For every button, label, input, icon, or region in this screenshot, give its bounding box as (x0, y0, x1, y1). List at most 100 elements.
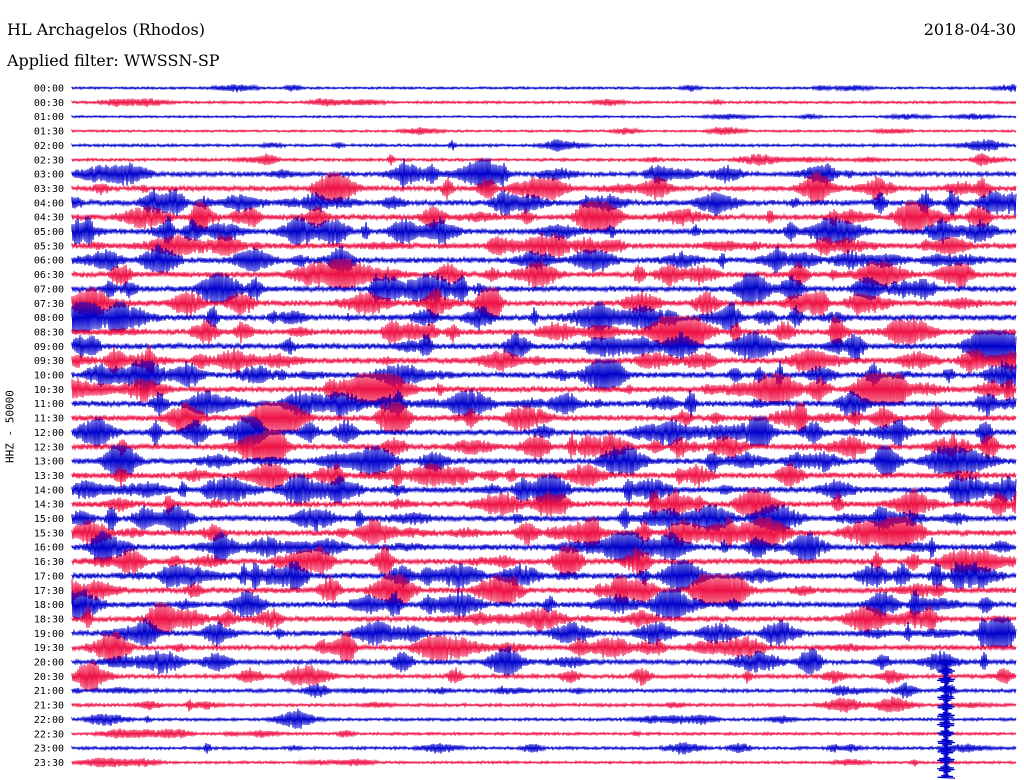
station-title: HL Archagelos (Rhodos) (7, 20, 205, 39)
time-tick-label: 12:00 (34, 428, 64, 439)
seismic-trace (71, 473, 1017, 506)
seismic-trace (71, 696, 1017, 713)
time-tick-label: 17:30 (34, 586, 64, 597)
time-tick-label: 11:00 (34, 399, 64, 410)
time-tick-label: 14:00 (34, 485, 64, 496)
seismic-trace (71, 602, 1017, 635)
time-tick-label: 01:00 (34, 112, 64, 123)
seismic-trace (71, 139, 1017, 152)
time-tick-label: 04:00 (34, 198, 64, 209)
time-tick-label: 05:30 (34, 241, 64, 252)
seismic-trace (71, 330, 1017, 363)
seismic-trace (71, 152, 1017, 167)
date-label: 2018-04-30 (923, 20, 1016, 39)
seismic-trace (71, 757, 1017, 768)
seismic-trace (71, 631, 1017, 664)
time-tick-label: 15:00 (34, 514, 64, 525)
seismic-trace (71, 258, 1017, 291)
seismic-trace (71, 588, 1017, 621)
seismic-trace (71, 201, 1017, 234)
seismic-trace (71, 215, 1017, 248)
time-tick-label: 02:00 (34, 141, 64, 152)
time-tick-label: 20:30 (34, 672, 64, 683)
filter-label: Applied filter: WWSSN-SP (7, 51, 220, 70)
time-tick-label: 04:30 (34, 213, 64, 224)
seismic-trace (71, 559, 1017, 592)
time-tick-label: 09:00 (34, 342, 64, 353)
time-tick-label: 10:30 (34, 385, 64, 396)
time-tick-label: 22:00 (34, 715, 64, 726)
seismic-trace (71, 488, 1017, 521)
seismic-trace (71, 545, 1017, 578)
time-tick-label: 06:00 (34, 256, 64, 267)
seismic-trace (71, 112, 1017, 121)
time-tick-label: 18:00 (34, 600, 64, 611)
seismic-trace (71, 358, 1017, 392)
seismic-trace (71, 430, 1017, 463)
time-tick-label: 17:00 (34, 571, 64, 582)
seismic-trace (71, 373, 1017, 406)
seismic-trace (71, 574, 1017, 607)
seismic-trace (71, 416, 1017, 449)
time-tick-label: 05:00 (34, 227, 64, 238)
time-tick-label: 07:30 (34, 299, 64, 310)
seismic-trace (71, 531, 1017, 564)
time-tick-label: 09:30 (34, 356, 64, 367)
time-tick-label: 19:00 (34, 629, 64, 640)
time-tick-label: 21:30 (34, 701, 64, 712)
time-tick-label: 03:00 (34, 170, 64, 181)
seismic-trace (71, 728, 1017, 739)
seismic-trace (71, 301, 1017, 334)
time-tick-label: 12:30 (34, 442, 64, 453)
seismic-trace (71, 742, 1017, 755)
time-tick-label: 21:00 (34, 686, 64, 697)
seismic-trace (71, 660, 1017, 693)
seismic-trace (71, 272, 1017, 305)
time-tick-label: 18:30 (34, 614, 64, 625)
seismic-trace (71, 708, 1017, 729)
time-tick-label: 13:30 (34, 471, 64, 482)
seismic-trace (71, 231, 1017, 261)
seismic-trace (71, 402, 1017, 435)
time-tick-label: 14:30 (34, 500, 64, 511)
seismic-trace (71, 682, 1017, 699)
seismic-trace (71, 244, 1017, 275)
time-tick-label: 23:30 (34, 758, 64, 769)
time-tick-label: 10:00 (34, 371, 64, 382)
seismic-trace (71, 126, 1017, 136)
time-tick-label: 01:30 (34, 127, 64, 138)
time-tick-label: 07:00 (34, 284, 64, 295)
time-tick-label: 19:30 (34, 643, 64, 654)
time-tick-label: 11:30 (34, 414, 64, 425)
time-tick-label: 13:00 (34, 457, 64, 468)
seismic-trace (71, 83, 1017, 93)
seismic-trace (71, 172, 1017, 205)
time-tick-label: 16:00 (34, 543, 64, 554)
seismic-trace (71, 645, 1017, 677)
time-tick-label: 16:30 (34, 557, 64, 568)
seismic-trace (71, 188, 1017, 217)
seismic-trace (71, 315, 1017, 348)
time-tick-label: 23:00 (34, 744, 64, 755)
seismic-trace (71, 461, 1017, 492)
time-tick-label: 02:30 (34, 155, 64, 166)
seismic-trace (71, 388, 1017, 420)
time-tick-label: 06:30 (34, 270, 64, 281)
time-tick-label: 08:00 (34, 313, 64, 324)
seismic-trace (71, 445, 1017, 478)
seismic-trace (71, 158, 1017, 191)
time-tick-label: 03:30 (34, 184, 64, 195)
seismic-trace (71, 287, 1017, 320)
earthquake-event-trace (936, 659, 956, 779)
seismic-trace (71, 617, 1017, 650)
seismic-trace (71, 97, 1017, 108)
time-tick-label: 00:30 (34, 98, 64, 109)
time-tick-label: 15:30 (34, 528, 64, 539)
time-tick-label: 22:30 (34, 729, 64, 740)
time-tick-label: 00:00 (34, 84, 64, 95)
seismic-trace (71, 344, 1017, 377)
time-tick-label: 08:30 (34, 327, 64, 338)
time-tick-label: 20:00 (34, 658, 64, 669)
seismic-trace (71, 503, 1017, 534)
